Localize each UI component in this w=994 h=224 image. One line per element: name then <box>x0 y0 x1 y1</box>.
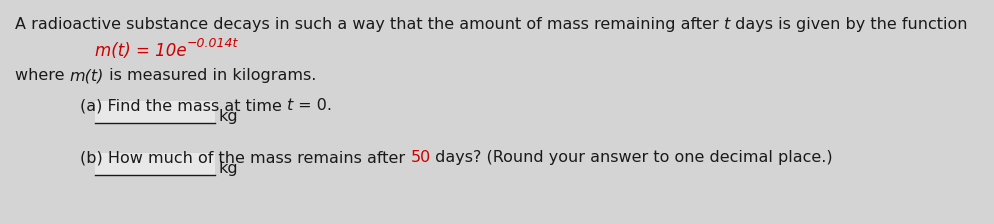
Text: days? (Round your answer to one decimal place.): days? (Round your answer to one decimal … <box>430 150 833 165</box>
FancyBboxPatch shape <box>95 153 215 175</box>
Text: = 0.: = 0. <box>293 98 332 113</box>
Text: m(t): m(t) <box>70 68 104 83</box>
Text: t: t <box>287 98 293 113</box>
Text: m(t) = 10e: m(t) = 10e <box>95 42 187 60</box>
FancyBboxPatch shape <box>95 101 215 123</box>
Text: days is given by the function: days is given by the function <box>731 17 967 32</box>
Text: (b) How much of the mass remains after: (b) How much of the mass remains after <box>80 150 411 165</box>
Text: kg: kg <box>218 109 238 124</box>
Text: kg: kg <box>218 161 238 176</box>
Text: A radioactive substance decays in such a way that the amount of mass remaining a: A radioactive substance decays in such a… <box>15 17 724 32</box>
Text: −0.014t: −0.014t <box>187 37 238 50</box>
Text: where: where <box>15 68 70 83</box>
Text: (a) Find the mass at time: (a) Find the mass at time <box>80 98 287 113</box>
Text: 50: 50 <box>411 150 430 165</box>
Text: t: t <box>724 17 731 32</box>
Text: is measured in kilograms.: is measured in kilograms. <box>104 68 316 83</box>
